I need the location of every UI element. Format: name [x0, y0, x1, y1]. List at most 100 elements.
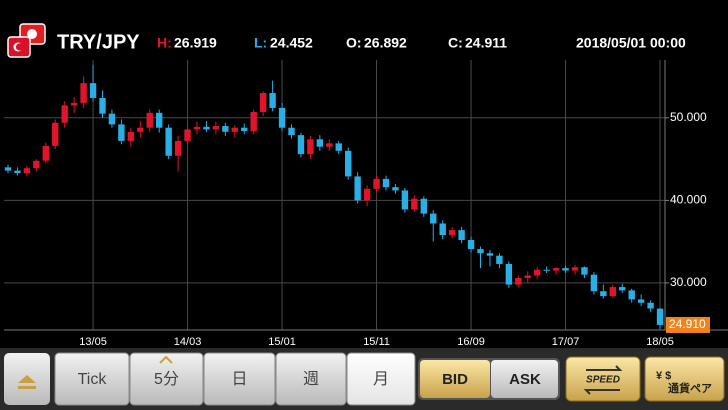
ask-button[interactable] — [491, 360, 558, 398]
interval-button[interactable] — [275, 352, 347, 406]
candle-body — [316, 139, 324, 147]
interval-label: 5分 — [154, 370, 179, 388]
interval-button[interactable] — [346, 352, 416, 406]
candle-body — [23, 168, 31, 174]
interval-button[interactable] — [54, 352, 130, 406]
candle-body — [193, 126, 201, 130]
candle-body — [609, 287, 616, 297]
interval-label: Tick — [78, 371, 108, 388]
candle-body — [524, 275, 531, 278]
candle-body — [382, 178, 390, 188]
candle-body — [467, 240, 475, 250]
x-tick-label: 18/05 — [646, 336, 674, 348]
x-tick-label: 17/07 — [552, 336, 580, 348]
candle-body — [345, 150, 352, 177]
candle-body — [52, 122, 59, 146]
interval-button[interactable] — [129, 352, 204, 406]
current-price-marker — [666, 316, 710, 333]
candle-body — [552, 268, 560, 271]
candle-body — [458, 230, 465, 240]
candle-body — [420, 198, 427, 214]
candle-body — [392, 187, 399, 191]
candle-body — [505, 263, 513, 285]
candle-body — [543, 269, 550, 271]
candle-body — [174, 140, 182, 156]
candle-body — [89, 83, 97, 98]
open-value: 26.892 — [364, 35, 407, 51]
candle-body — [515, 277, 522, 285]
candle-body — [562, 268, 569, 271]
candle-body — [297, 135, 305, 155]
candle-body — [354, 176, 361, 201]
candle-body — [439, 223, 446, 236]
datetime: 2018/05/01 00:00 — [576, 35, 686, 51]
bid-button[interactable] — [420, 360, 490, 398]
close-label: C: — [448, 35, 463, 51]
candle-body — [61, 105, 68, 123]
collapse-icon — [18, 375, 36, 389]
y-tick-label: 30.000 — [670, 275, 707, 289]
candle-body — [496, 255, 503, 264]
high-value: 26.919 — [174, 35, 217, 51]
candle-body — [448, 230, 456, 236]
flag-icon — [7, 23, 46, 58]
high-label: H: — [157, 35, 172, 51]
candle-body — [184, 129, 191, 141]
open-label: O: — [346, 35, 362, 51]
x-tick-label: 16/09 — [457, 336, 485, 348]
speed-icon — [583, 365, 623, 395]
candle-body — [33, 160, 40, 169]
interval-label: 週 — [303, 370, 319, 388]
candle-body — [146, 112, 153, 128]
candle-body — [80, 83, 87, 103]
bid-label: BID — [442, 371, 468, 388]
current-price-label: 24.910 — [669, 317, 706, 331]
candle-body — [571, 267, 579, 271]
candle-body — [108, 113, 116, 125]
x-tick-label: 14/03 — [174, 336, 202, 348]
speed-button[interactable] — [565, 356, 641, 402]
interval-label: 日 — [231, 371, 247, 388]
low-value: 24.452 — [270, 35, 313, 51]
interval-caret — [159, 355, 173, 364]
ask-label: ASK — [509, 371, 541, 388]
candle-body — [165, 127, 172, 156]
candle-body — [222, 126, 229, 132]
candle-body — [628, 290, 635, 300]
candle-body — [534, 269, 541, 276]
candle-body — [259, 93, 267, 113]
y-tick-label: 50.000 — [670, 110, 707, 124]
candle-body — [4, 167, 12, 171]
candle-body — [127, 131, 135, 141]
candle-body — [590, 274, 598, 292]
candle-body — [269, 93, 276, 108]
interval-button[interactable] — [203, 352, 276, 406]
toolbar: BID ASK SPEED ¥ $ 通貨ペア Tick 5分 日 週 月 — [0, 348, 728, 410]
candle-body — [619, 287, 626, 291]
candle-body — [118, 124, 125, 141]
candle-body — [203, 126, 210, 130]
x-tick-label: 13/05 — [79, 336, 107, 348]
candle-body — [14, 170, 21, 174]
candle-body — [363, 188, 371, 201]
candle-body — [401, 190, 409, 210]
pair-name: TRY/JPY — [57, 31, 140, 53]
interval-label: 月 — [373, 371, 389, 388]
candle-body — [637, 299, 645, 303]
speed-label: SPEED — [586, 375, 620, 386]
currency-icon: ¥ $ — [656, 370, 671, 382]
candle-body — [288, 127, 295, 136]
candle-body — [477, 249, 484, 254]
candle-body — [326, 143, 333, 147]
candle-body — [335, 143, 342, 151]
candle-body — [581, 267, 588, 275]
pair-select-button[interactable] — [644, 356, 725, 402]
close-value: 24.911 — [465, 35, 507, 51]
candle-body — [42, 145, 49, 161]
candle-body — [486, 253, 494, 256]
candle-body — [430, 213, 437, 224]
candle-body — [647, 302, 654, 309]
candle-body — [212, 126, 220, 130]
